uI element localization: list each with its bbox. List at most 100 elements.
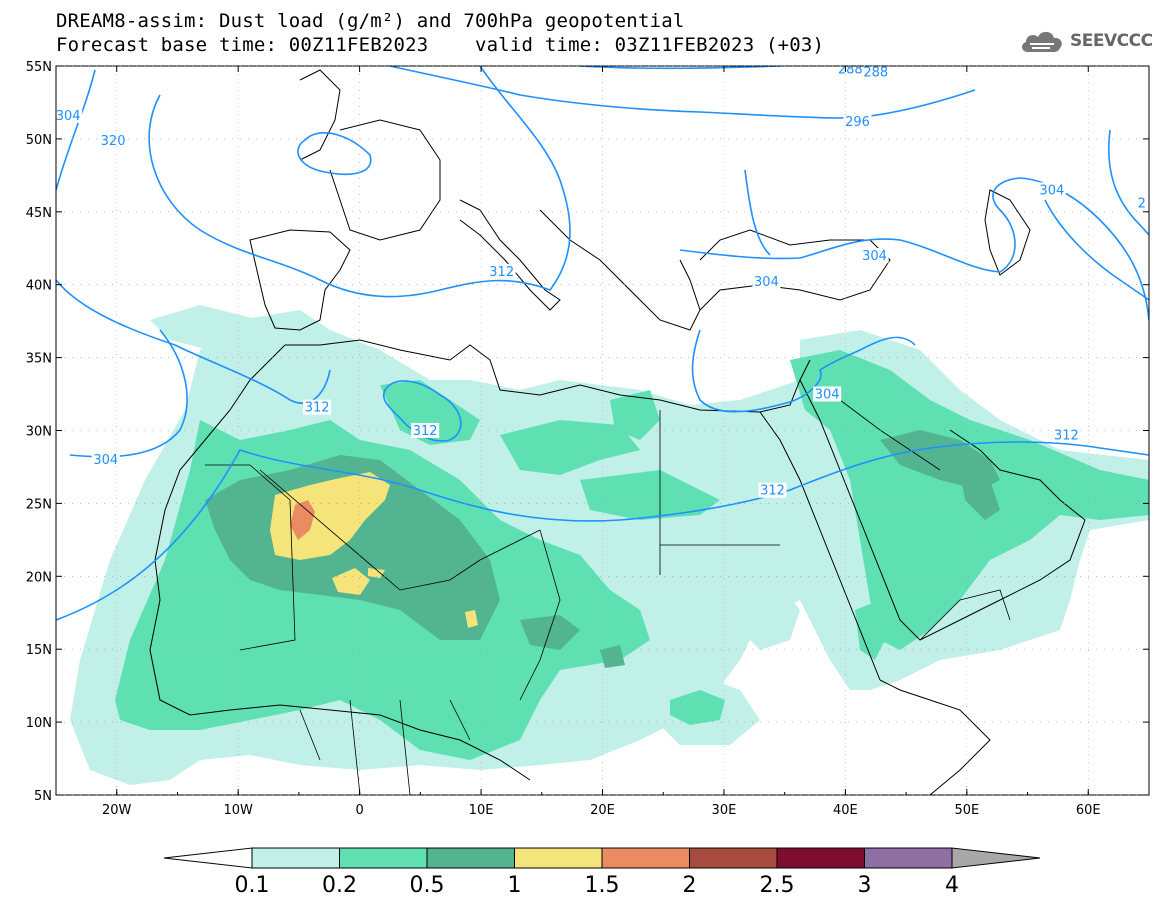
contour-288	[579, 66, 781, 70]
contour-label: 312	[760, 484, 785, 499]
dust-area-1.5-core	[290, 500, 315, 540]
contour-label: 288	[838, 62, 863, 77]
coastline-balkans	[539, 209, 701, 331]
contour-label: 304	[862, 249, 887, 264]
coastline-north-africa	[285, 339, 811, 413]
dust-area-0.2-libya	[500, 420, 640, 475]
colorbar-segment	[601, 847, 690, 869]
colorbar: 0.1 0.2 0.5 1 1.5 2 2.5 3 4	[163, 847, 1041, 898]
dust-area-0.2-gulf	[580, 470, 720, 520]
contour-label: 312	[305, 401, 330, 416]
colorbar-label: 0.1	[235, 873, 270, 898]
contour-label: 2	[1138, 197, 1146, 212]
lon-tick-label: 60E	[1076, 803, 1101, 818]
lat-tick-label: 35N	[26, 352, 52, 367]
cloud-icon	[1022, 31, 1062, 52]
contour-labels: 304 320 312 312 312 304 288 288 296 304 304 304 304 3…	[56, 62, 1148, 499]
logo-text: SEEVCCC	[1070, 31, 1153, 51]
colorbar-segment	[776, 847, 865, 869]
lat-tick-label: 40N	[26, 279, 52, 294]
coastline-france-uk	[299, 69, 441, 241]
contour-304-west	[56, 69, 96, 191]
contour-label-bg	[861, 66, 890, 80]
dust-area-0.1-northwest	[150, 305, 285, 360]
lat-tick-label: 30N	[26, 425, 52, 440]
colorbar-label: 0.5	[410, 873, 445, 898]
border-algeria-mali-niger	[259, 469, 541, 591]
border-chad-sudan	[519, 529, 561, 701]
dust-area-0.5-sudan	[600, 645, 625, 668]
colorbar-segment	[339, 847, 428, 869]
coastline-west-africa	[149, 344, 531, 781]
dust-load-fields	[70, 305, 1149, 785]
lon-tick-label: 20E	[590, 803, 615, 818]
contour-label: 296	[845, 115, 870, 130]
lat-tick-label: 25N	[26, 497, 52, 512]
dust-area-0.5-chad	[520, 615, 580, 650]
border-mauritania-mali	[205, 464, 296, 651]
title-line-1: DREAM8-assim: Dust load (g/m²) and 700hP…	[56, 10, 685, 32]
colorbar-over-arrow	[951, 847, 1041, 869]
border-west-africa-south	[299, 699, 471, 795]
colorbar-label: 1.5	[585, 873, 620, 898]
colorbar-label: 0.2	[322, 873, 357, 898]
coastline-caspian	[984, 189, 1031, 276]
contour-312-sahara	[56, 441, 1149, 621]
lon-tick-label: 30E	[712, 803, 737, 818]
lat-tick-label: 45N	[26, 206, 52, 221]
contour-label: 304	[815, 388, 840, 403]
coastline-red-sea-arabia	[759, 379, 1086, 681]
contour-312-tunisia	[382, 380, 462, 442]
lat-tick-label: 50N	[26, 133, 52, 148]
colorbar-under-arrow	[163, 847, 253, 869]
contour-312-europe	[148, 66, 571, 298]
dust-area-1-chad	[465, 610, 478, 628]
contour-label: 312	[1054, 428, 1079, 443]
contour-label: 304	[754, 275, 779, 290]
lat-tick-label: 15N	[26, 643, 52, 658]
lat-tick-label: 5N	[34, 789, 52, 804]
title-line-2: Forecast base time: 00Z11FEB2023 valid t…	[56, 34, 825, 56]
lat-tick-label: 20N	[26, 570, 52, 585]
contour-label-bg	[91, 452, 120, 468]
colorbar-segment	[514, 847, 603, 869]
colorbar-segment	[864, 847, 953, 869]
dust-area-0.2-yemen	[670, 690, 725, 725]
contour-label-bg	[303, 399, 332, 415]
colorbar-label: 1	[508, 873, 522, 898]
contour-320	[297, 132, 372, 176]
contour-296	[389, 66, 976, 119]
contour-label: 312	[489, 265, 514, 280]
dust-area-0.2-sahara-north	[380, 380, 480, 445]
colorbar-label: 2.5	[760, 873, 795, 898]
contour-304-turkey	[691, 329, 916, 413]
axis-ticks: 20W 10W 0 10E 20E 30E 40E 50E 60E 55N 50N 45N 40N 35N…	[26, 60, 1150, 818]
contour-label: 320	[101, 134, 126, 149]
contour-label-bg	[836, 66, 865, 77]
contour-label-bg	[1037, 182, 1066, 198]
contour-label-bg	[411, 422, 440, 438]
dust-area-1-niger	[332, 568, 370, 595]
contour-label: 288	[863, 65, 888, 80]
dust-area-0.2-egypt	[610, 390, 660, 440]
lon-tick-label: 20W	[102, 803, 132, 818]
lon-tick-label: 50E	[954, 803, 979, 818]
dust-area-0.5-gulf	[960, 470, 1000, 520]
contour-label-bg	[1135, 195, 1148, 211]
contour-label: 304	[56, 109, 81, 124]
colorbar-label: 2	[683, 873, 697, 898]
border-arabia-south	[919, 589, 1011, 641]
contour-label-bg	[860, 247, 889, 263]
seevccc-logo: SEEVCCC	[1018, 26, 1153, 56]
colorbar-label: 3	[858, 873, 872, 898]
colorbar-segment	[251, 847, 340, 869]
dust-area-0.1-ethiopia	[740, 585, 800, 650]
border-saudi-iraq	[839, 399, 941, 471]
contour-label: 304	[1039, 183, 1064, 198]
country-borders	[205, 399, 1011, 795]
dust-area-1-niger-east	[368, 568, 385, 578]
lon-tick-label: 40E	[833, 803, 858, 818]
lon-tick-label: 10E	[469, 803, 494, 818]
contour-label-bg	[752, 274, 781, 290]
